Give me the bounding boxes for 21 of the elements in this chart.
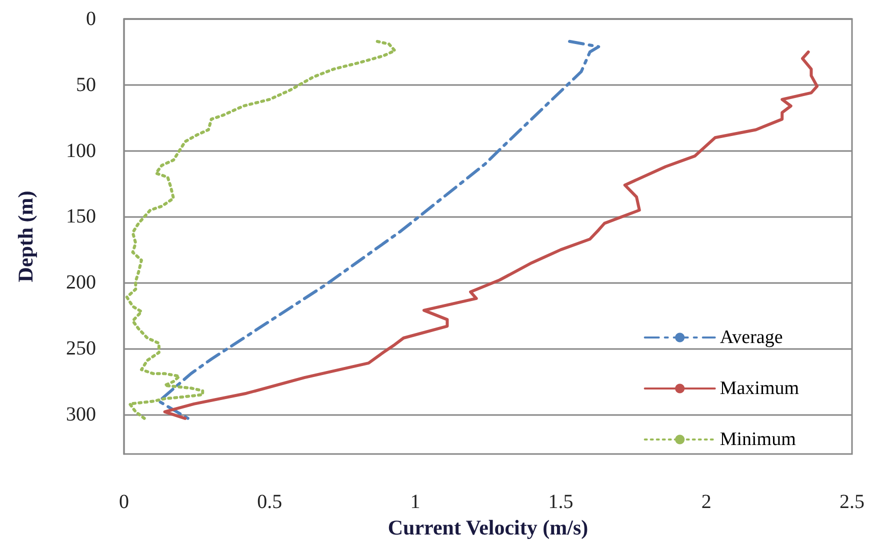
y-tick-label: 0 [86, 8, 96, 30]
y-tick-label: 300 [66, 403, 96, 426]
x-tick-label: 1.5 [548, 491, 574, 513]
line-series [125, 40, 396, 420]
y-tick-label: 200 [66, 272, 96, 294]
line-series [157, 40, 600, 420]
legend-label: Minimum [720, 429, 796, 450]
x-tick-label: 0.5 [257, 491, 282, 513]
y-axis-title: Depth (m) [14, 190, 38, 282]
line-series [163, 50, 819, 420]
y-tick-label: 250 [66, 338, 96, 360]
x-tick-label: 2.5 [840, 491, 864, 513]
x-tick-label: 1 [410, 491, 420, 513]
legend-label: Maximum [720, 378, 800, 399]
y-tick-label: 50 [76, 74, 96, 96]
x-axis-title: Current Velocity (m/s) [388, 515, 588, 540]
y-tick-label: 100 [66, 140, 96, 162]
legend-label: Average [720, 327, 783, 348]
x-tick-label: 0 [119, 491, 129, 513]
y-tick-label: 150 [66, 206, 96, 228]
x-tick-label: 2 [701, 491, 712, 513]
